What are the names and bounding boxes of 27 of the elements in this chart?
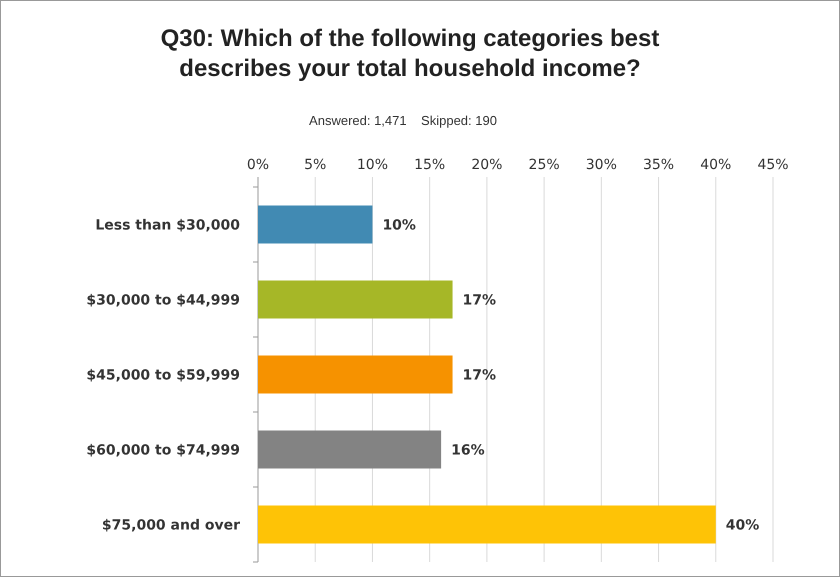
data-label: 17% <box>462 368 496 384</box>
bar <box>258 206 372 244</box>
bar <box>258 430 442 468</box>
data-label: 40% <box>726 518 760 534</box>
y-tick-label: $75,000 and over <box>102 518 240 534</box>
y-tick-label: Less than $30,000 <box>95 218 240 234</box>
y-tick-label: $45,000 to $59,999 <box>86 368 240 384</box>
x-tick-label: 40% <box>700 157 732 173</box>
x-tick-label: 35% <box>642 157 674 173</box>
data-label: 16% <box>451 442 485 458</box>
data-label: 10% <box>382 218 416 234</box>
bar <box>258 506 716 544</box>
x-tick-label: 0% <box>246 157 270 173</box>
x-tick-label: 45% <box>757 157 789 173</box>
bar <box>258 356 453 394</box>
x-tick-label: 15% <box>414 157 446 173</box>
y-tick-label: $60,000 to $74,999 <box>86 442 240 458</box>
x-tick-label: 10% <box>356 157 388 173</box>
x-tick-label: 30% <box>586 157 617 173</box>
chart-subtitle: Answered: 1,471 Skipped: 190 <box>309 113 497 128</box>
y-tick-label: $30,000 to $44,999 <box>86 292 240 308</box>
bar <box>258 280 453 318</box>
x-tick-label: 5% <box>304 157 326 173</box>
data-label: 17% <box>462 292 496 308</box>
x-tick-label: 25% <box>528 157 560 173</box>
x-tick-label: 20% <box>471 157 502 173</box>
chart-title: Q30: Which of the following categories best describes your total household income? <box>160 25 660 82</box>
